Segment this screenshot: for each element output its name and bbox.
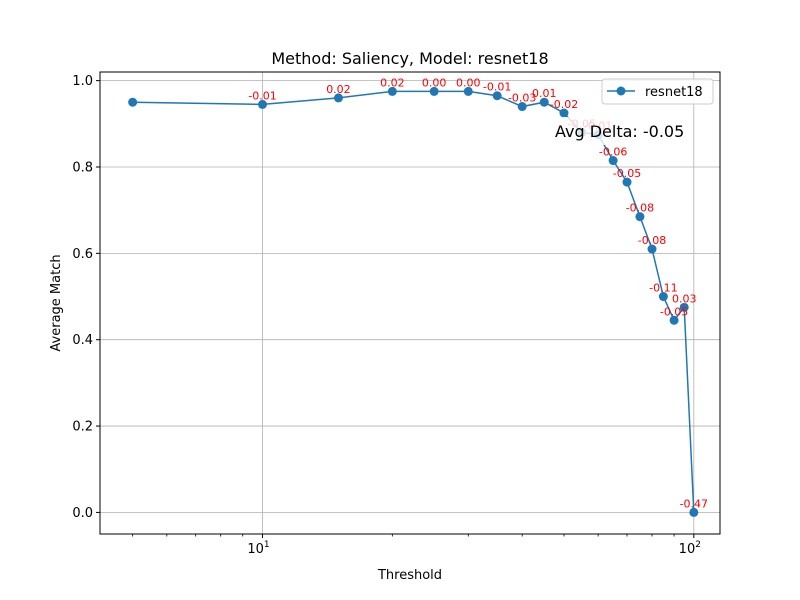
chart-title: Method: Saliency, Model: resnet18 <box>271 49 548 68</box>
delta-label: -0.05 <box>660 305 688 318</box>
delta-label: 0.02 <box>380 76 405 89</box>
data-point <box>333 93 343 103</box>
delta-label: -0.05 <box>613 167 641 180</box>
grid <box>100 72 720 534</box>
delta-label: -0.03 <box>508 92 536 105</box>
y-tick-label: 0.6 <box>72 247 93 262</box>
data-point <box>647 244 657 254</box>
delta-label: -0.02 <box>550 98 578 111</box>
data-point <box>387 86 397 96</box>
delta-label: 0.01 <box>532 87 557 100</box>
plot-area: 101 102 0.00.20.40.60.81.0 -0.01 0.02 0.02 0… <box>72 71 721 557</box>
delta-labels: -0.01 0.02 0.02 0.00 0.00 -0.01-0.030.01-0.02… <box>248 76 708 510</box>
data-point <box>517 102 527 112</box>
avg-delta-annotation: Avg Delta: -0.05 <box>550 117 692 145</box>
legend-marker <box>616 86 626 96</box>
y-tick-label: 1.0 <box>72 74 93 89</box>
data-point <box>429 86 439 96</box>
data-point <box>679 302 689 312</box>
y-tick-label: 0.8 <box>72 160 93 175</box>
legend-box <box>601 78 714 105</box>
plot-frame <box>99 71 721 535</box>
y-axis: 0.0 0.2 0.4 0.6 0.8 1.0 <box>72 74 100 521</box>
x-axis-label: Threshold <box>377 568 442 583</box>
data-point <box>539 97 549 107</box>
legend: resnet18 <box>601 78 714 105</box>
delta-label: 0.03 <box>672 292 697 305</box>
y-tick-label: 0.0 <box>72 506 93 521</box>
y-tick-label: 0.4 <box>72 333 93 348</box>
data-point <box>635 212 645 222</box>
annotation-box <box>550 117 692 145</box>
data-point <box>608 156 618 166</box>
delta-label: -0.01 <box>483 81 511 94</box>
delta-label: -0.01 <box>248 89 276 102</box>
y-tick-label: 0.2 <box>72 420 93 435</box>
y-axis-label: Average Match <box>49 254 64 351</box>
delta-label: -0.47 <box>680 497 708 510</box>
data-point <box>492 91 502 101</box>
data-point <box>689 507 699 517</box>
delta-label: 0.00 <box>456 76 481 89</box>
data-point <box>258 99 268 109</box>
annotation-text: Avg Delta: -0.05 <box>555 122 684 141</box>
delta-label: 0.02 <box>326 83 351 96</box>
delta-label: 0.00 <box>422 76 447 89</box>
data-point <box>463 86 473 96</box>
delta-label: -0.11 <box>649 282 677 295</box>
data-point <box>658 292 668 302</box>
legend-label: resnet18 <box>645 85 703 100</box>
data-point <box>622 177 632 187</box>
delta-label: -0.06 <box>599 146 627 159</box>
data-point <box>559 108 569 118</box>
delta-label: -0.08 <box>626 202 654 215</box>
data-point <box>669 315 679 325</box>
delta-label: -0.08 <box>638 234 666 247</box>
data-point <box>128 97 138 107</box>
